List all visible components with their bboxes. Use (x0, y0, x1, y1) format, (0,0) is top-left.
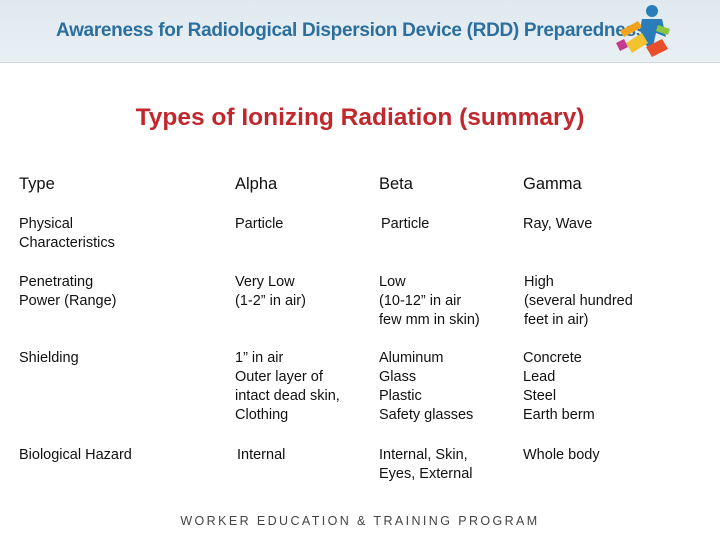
alpha-cell: Particle (235, 216, 284, 232)
gamma-cell: Ray, Wave (523, 216, 593, 232)
beta-cell: Particle (381, 216, 430, 232)
beta-cell: Aluminum Glass Plastic Safety glasses (379, 350, 474, 423)
banner-title: Awareness for Radiological Dispersion De… (56, 20, 647, 41)
row-label: Penetrating Power (Range) (19, 274, 117, 309)
alpha-cell: Internal (237, 447, 286, 463)
gamma-cell: Whole body (523, 447, 600, 463)
gamma-cell: High (several hundred feet in air) (524, 274, 633, 328)
alpha-cell: Very Low (1-2” in air) (235, 274, 306, 309)
beta-cell: Low (10-12” in air few mm in skin) (379, 274, 480, 328)
column-header-gamma: Gamma (523, 175, 582, 193)
row-label: Shielding (19, 350, 79, 366)
column-header-type: Type (19, 175, 55, 193)
header-banner: Awareness for Radiological Dispersion De… (0, 0, 720, 63)
column-header-beta: Beta (379, 175, 413, 193)
slide-title: Types of Ionizing Radiation (summary) (135, 104, 585, 131)
gamma-cell: Concrete Lead Steel Earth berm (523, 350, 595, 423)
row-label: Biological Hazard (19, 447, 132, 463)
column-header-alpha: Alpha (235, 175, 278, 193)
worker-with-tools-logo-icon (616, 5, 670, 57)
footer-program-name: WORKER EDUCATION & TRAINING PROGRAM (180, 514, 540, 528)
alpha-cell: 1” in air Outer layer of intact dead ski… (235, 350, 340, 423)
row-label: Physical Characteristics (19, 216, 115, 251)
beta-cell: Internal, Skin, Eyes, External (379, 447, 473, 482)
